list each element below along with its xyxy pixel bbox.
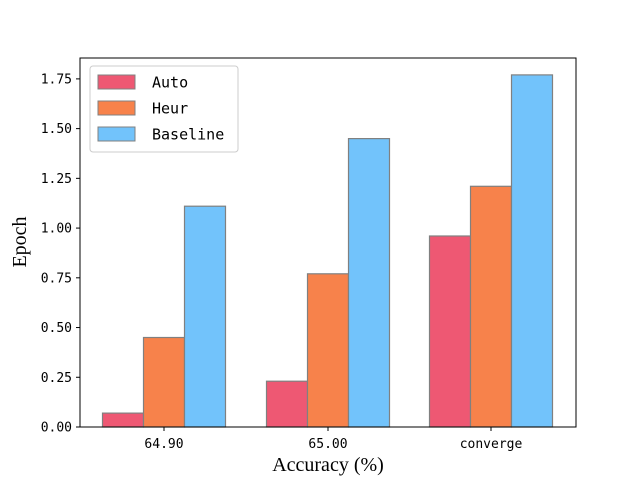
legend-label-baseline: Baseline xyxy=(152,126,224,144)
bar-auto-2 xyxy=(428,235,472,428)
y-tick-label-6: 1.50 xyxy=(41,122,72,137)
legend-swatch-auto xyxy=(97,74,136,90)
y-axis-title: Epoch xyxy=(9,216,31,267)
y-tick-label-4: 1.00 xyxy=(41,222,72,237)
bar-heur-1 xyxy=(306,273,350,428)
bar-auto-0 xyxy=(101,412,145,428)
bar-heur-0 xyxy=(142,336,186,428)
y-tick-label-1: 0.25 xyxy=(41,371,72,386)
bar-baseline-0 xyxy=(183,205,227,428)
y-tick-label-5: 1.25 xyxy=(41,172,72,187)
legend-swatch-baseline xyxy=(97,126,136,142)
bars-group xyxy=(101,74,554,428)
legend: Auto Heur Baseline xyxy=(89,65,239,153)
x-tick-label-2: converge xyxy=(460,437,523,452)
x-tick-label-0: 64.90 xyxy=(144,437,183,452)
bar-heur-2 xyxy=(469,185,513,428)
bar-baseline-2 xyxy=(510,74,554,428)
y-tick-label-0: 0.00 xyxy=(41,421,72,436)
y-tick-label-7: 1.75 xyxy=(41,72,72,87)
y-tick-label-2: 0.50 xyxy=(41,321,72,336)
x-axis-title: Accuracy (%) xyxy=(272,454,384,476)
legend-label-auto: Auto xyxy=(152,74,188,92)
bar-baseline-1 xyxy=(347,138,391,428)
y-axis: 0.00 0.25 0.50 0.75 1.00 1.25 1.50 1.75 xyxy=(41,72,80,436)
y-tick-label-3: 0.75 xyxy=(41,271,72,286)
legend-label-heur: Heur xyxy=(152,100,188,118)
bar-auto-1 xyxy=(265,380,309,428)
x-tick-label-1: 65.00 xyxy=(308,437,347,452)
x-axis: 64.90 65.00 converge xyxy=(144,427,522,452)
legend-swatch-heur xyxy=(97,100,136,116)
